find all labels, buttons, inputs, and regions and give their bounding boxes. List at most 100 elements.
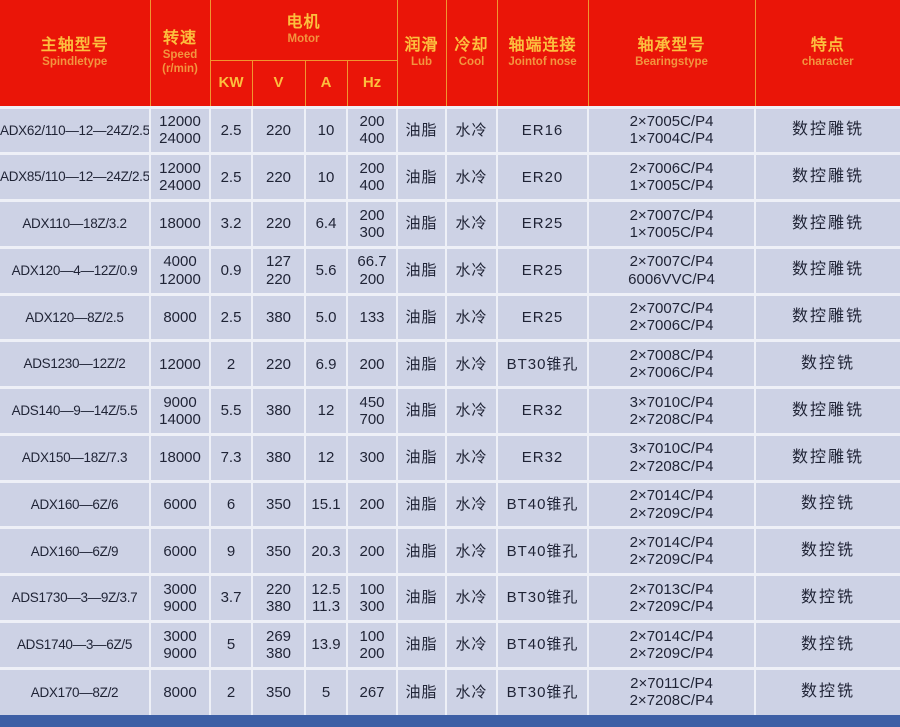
cell-a: 5.0 [304, 292, 348, 343]
cell-joint: ER25 [496, 245, 590, 296]
table-row: ADX160—6Z/6 6000 6 350 15.1 200 油脂 水冷 BT40锥孔 2×70… [0, 479, 900, 530]
col-header-lub: 润滑 Lub [396, 0, 447, 107]
table-row: ADX120—4—12Z/0.9 4000 12000 0.9 127 220 5.6 66.… [0, 245, 900, 296]
cell-cool: 水冷 [445, 619, 499, 670]
cell-hz: 300 [345, 432, 399, 483]
cell-model: ADS1740—3—6Z/5 [0, 619, 151, 670]
col-header-cool: 冷却 Cool [445, 0, 498, 107]
cell-model: ADX120—4—12Z/0.9 [0, 245, 151, 296]
table-header: 主轴型号 Spindletype 转速 Speed (r/min) 电机 Mot… [0, 0, 900, 107]
cell-speed: 18000 [149, 199, 211, 249]
cell-a: 6.9 [304, 339, 348, 390]
cell-cool: 水冷 [445, 432, 499, 483]
cell-v: 350 [251, 526, 306, 577]
cell-speed: 9000 14000 [149, 386, 211, 436]
cell-v: 220 [251, 152, 306, 203]
col-header-spindle-type-cn: 主轴型号 [40, 36, 109, 54]
col-header-lub-cn: 润滑 [404, 36, 439, 54]
cell-kw: 6 [209, 479, 253, 530]
cell-bearings: 2×7014C/P4 2×7209C/P4 [587, 479, 757, 530]
cell-lub: 油脂 [396, 526, 448, 577]
cell-kw: 2 [209, 666, 253, 715]
cell-speed: 18000 [149, 432, 211, 483]
cell-character: 数控雕铣 [754, 152, 900, 203]
cell-character: 数控铣 [754, 479, 900, 530]
cell-character: 数控铣 [754, 666, 900, 715]
cell-joint: BT40锥孔 [496, 479, 590, 530]
cell-model: ADS1730—3—9Z/3.7 [0, 573, 151, 623]
cell-cool: 水冷 [445, 105, 499, 156]
col-header-bearings: 轴承型号 Bearingstype [587, 0, 756, 107]
cell-cool: 水冷 [445, 666, 499, 715]
cell-hz: 200 400 [345, 152, 399, 203]
cell-character: 数控雕铣 [754, 432, 900, 483]
cell-bearings: 2×7014C/P4 2×7209C/P4 [587, 526, 757, 577]
cell-kw: 3.7 [209, 573, 253, 623]
cell-speed: 3000 9000 [149, 573, 211, 623]
cell-bearings: 2×7013C/P4 2×7209C/P4 [587, 573, 757, 623]
cell-character: 数控铣 [754, 526, 900, 577]
cell-a: 6.4 [304, 199, 348, 249]
cell-character: 数控雕铣 [754, 199, 900, 249]
cell-kw: 9 [209, 526, 253, 577]
cell-kw: 7.3 [209, 432, 253, 483]
cell-lub: 油脂 [396, 339, 448, 390]
cell-lub: 油脂 [396, 245, 448, 296]
cell-a: 15.1 [304, 479, 348, 530]
cell-joint: BT40锥孔 [496, 619, 590, 670]
cell-kw: 5 [209, 619, 253, 670]
cell-joint: ER25 [496, 292, 590, 343]
col-header-character: 特点 character [754, 0, 900, 107]
col-header-motor-cn: 电机 [286, 13, 321, 31]
table-body: ADX62/110—12—24Z/2.5 12000 24000 2.5 220 10 20… [0, 105, 900, 715]
cell-lub: 油脂 [396, 152, 448, 203]
cell-hz: 200 [345, 526, 399, 577]
table-row: ADX120—8Z/2.5 8000 2.5 380 5.0 133 油脂 水冷 ER25 2×7… [0, 292, 900, 343]
cell-joint: ER20 [496, 152, 590, 203]
cell-a: 13.9 [304, 619, 348, 670]
table-row: ADX150—18Z/7.3 18000 7.3 380 12 300 油脂 水冷 ER32 3×… [0, 432, 900, 483]
cell-a: 5 [304, 666, 348, 715]
cell-v: 127 220 [251, 245, 306, 296]
cell-model: ADS1230—12Z/2 [0, 339, 151, 390]
col-header-bearings-en: Bearingstype [635, 55, 708, 68]
cell-bearings: 2×7007C/P4 2×7006C/P4 [587, 292, 757, 343]
cell-speed: 12000 24000 [149, 105, 211, 156]
cell-kw: 5.5 [209, 386, 253, 436]
cell-cool: 水冷 [445, 152, 499, 203]
cell-model: ADX160—6Z/6 [0, 479, 151, 530]
table-row: ADS1230—12Z/2 12000 2 220 6.9 200 油脂 水冷 BT30锥孔 2×… [0, 339, 900, 390]
col-header-spindle-type-en: Spindletype [42, 55, 108, 68]
cell-bearings: 3×7010C/P4 2×7208C/P4 [587, 432, 757, 483]
cell-kw: 2.5 [209, 292, 253, 343]
cell-a: 5.6 [304, 245, 348, 296]
cell-bearings: 2×7007C/P4 6006VVC/P4 [587, 245, 757, 296]
cell-hz: 200 400 [345, 105, 399, 156]
col-header-joint: 轴端连接 Jointof nose [496, 0, 589, 107]
col-header-joint-en: Jointof nose [508, 55, 577, 68]
col-header-hz: Hz [346, 59, 398, 107]
cell-lub: 油脂 [396, 666, 448, 715]
table-row: ADS140—9—14Z/5.5 9000 14000 5.5 380 12 450 700 油… [0, 386, 900, 436]
table-row: ADX62/110—12—24Z/2.5 12000 24000 2.5 220 10 20… [0, 105, 900, 156]
cell-v: 220 380 [251, 573, 306, 623]
table-row: ADX110—18Z/3.2 18000 3.2 220 6.4 200 300 油脂 水冷 ER… [0, 199, 900, 249]
table-row: ADX170—8Z/2 8000 2 350 5 267 油脂 水冷 BT30锥孔 2×7011C… [0, 666, 900, 715]
cell-v: 220 [251, 105, 306, 156]
cell-character: 数控雕铣 [754, 292, 900, 343]
cell-v: 350 [251, 479, 306, 530]
cell-joint: ER25 [496, 199, 590, 249]
bottom-bar [0, 715, 900, 727]
cell-lub: 油脂 [396, 105, 448, 156]
cell-speed: 12000 [149, 339, 211, 390]
cell-model: ADS140—9—14Z/5.5 [0, 386, 151, 436]
cell-model: ADX110—18Z/3.2 [0, 199, 151, 249]
col-header-spindle-type: 主轴型号 Spindletype [0, 0, 151, 107]
cell-joint: ER32 [496, 386, 590, 436]
cell-lub: 油脂 [396, 432, 448, 483]
cell-speed: 6000 [149, 526, 211, 577]
cell-model: ADX85/110—12—24Z/2.5 [0, 152, 151, 203]
cell-a: 10 [304, 105, 348, 156]
